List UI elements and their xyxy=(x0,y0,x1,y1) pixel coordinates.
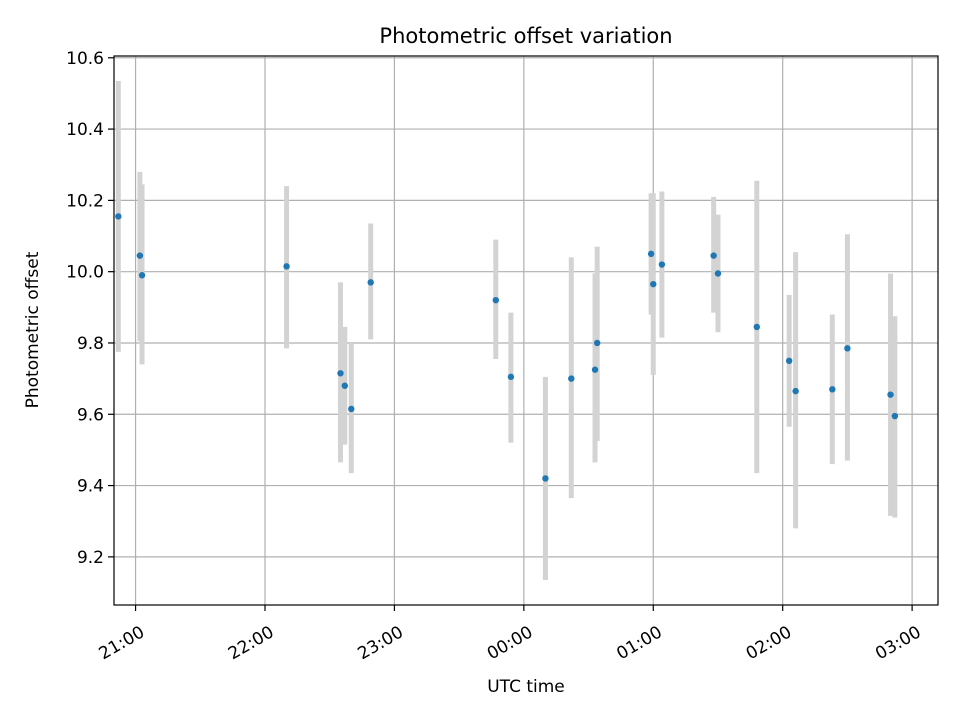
data-point xyxy=(710,252,717,259)
data-point xyxy=(492,296,500,304)
y-tick-label: 10.0 xyxy=(66,263,104,283)
data-point xyxy=(785,357,793,365)
data-point xyxy=(593,339,601,347)
data-point xyxy=(341,382,349,389)
x-axis-label: UTC time xyxy=(487,677,565,697)
y-tick-label: 10.2 xyxy=(66,191,104,211)
data-point xyxy=(115,213,122,220)
axes-frame xyxy=(113,55,939,606)
y-axis-label: Photometric offset xyxy=(23,251,43,408)
y-tick-label: 9.6 xyxy=(77,405,104,425)
data-point xyxy=(138,272,146,279)
data-point xyxy=(647,250,655,258)
chart-title: Photometric offset variation xyxy=(379,24,672,48)
data-point xyxy=(507,373,515,381)
data-point xyxy=(891,412,899,420)
plot-area xyxy=(113,55,939,606)
data-point xyxy=(591,366,599,373)
data-point xyxy=(753,323,761,331)
data-point xyxy=(337,370,344,377)
data-point xyxy=(136,252,144,259)
data-points xyxy=(115,213,899,482)
y-tick-label: 9.4 xyxy=(77,477,104,497)
y-tick-label: 10.4 xyxy=(66,120,104,140)
grid xyxy=(114,56,938,605)
data-point xyxy=(844,345,851,352)
data-point xyxy=(887,391,894,398)
data-point xyxy=(367,279,374,286)
data-point xyxy=(792,387,799,395)
data-point xyxy=(714,270,722,277)
data-point xyxy=(283,263,290,270)
y-tick-label: 10.6 xyxy=(66,49,104,69)
axes-background xyxy=(114,56,938,605)
y-tick-label: 9.8 xyxy=(77,334,104,354)
data-point xyxy=(829,386,836,393)
y-tick-label: 9.2 xyxy=(77,548,104,568)
data-point xyxy=(650,280,657,288)
data-point xyxy=(542,475,549,482)
y-axis-ticks: 9.2 9.4 9.6 9.8 10.0 10.2 10.4 10.6 xyxy=(66,49,114,568)
data-point xyxy=(658,261,666,268)
data-point xyxy=(568,375,575,382)
data-point xyxy=(348,405,355,413)
